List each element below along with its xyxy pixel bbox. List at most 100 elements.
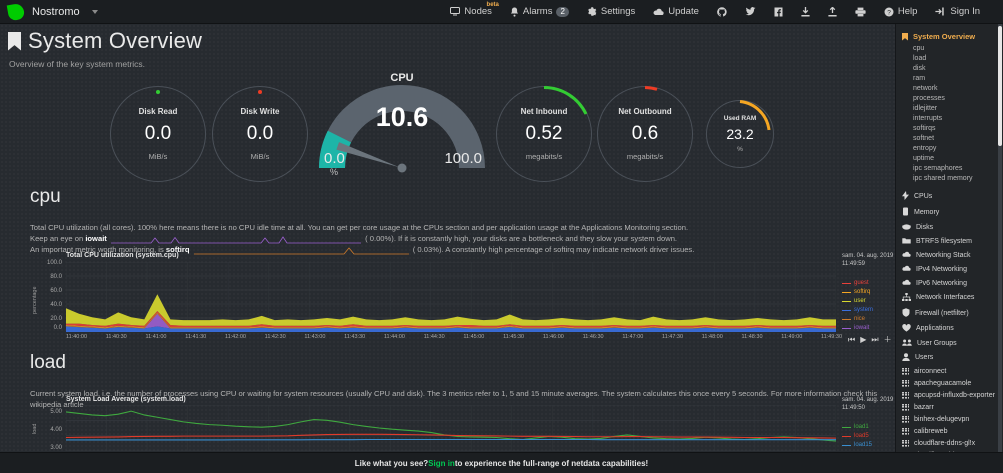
chart-xaxis: 11:40:00 11:40:30 11:41:00 11:41:30 11:42:00…	[66, 334, 842, 344]
sidebar-sub-item[interactable]: disk	[913, 64, 926, 72]
gauge-arc	[644, 86, 658, 91]
banner-pre: Like what you see?	[354, 458, 429, 468]
sidebar-item-cloudflare-ddns-gl-x[interactable]: cloudflare-ddns-gl!x	[896, 437, 1003, 449]
cpu-desc-line-1: Total CPU utilization (all cores). 100% …	[30, 223, 689, 232]
xtick: 11:43:00	[304, 334, 326, 340]
gauge-disk-write[interactable]: Disk Write 0.0 MiB/s	[212, 86, 308, 182]
sidebar-item-apacheguacamole[interactable]: apacheguacamole	[896, 377, 1003, 389]
sidebar-item-bazarr[interactable]: bazarr	[896, 401, 1003, 413]
brand[interactable]: Nostromo	[0, 2, 98, 21]
gauge-units: %	[737, 146, 743, 153]
nav-item-export[interactable]	[819, 0, 846, 24]
nav-item-settings[interactable]: Settings	[578, 0, 644, 24]
gauge-title: Used RAM	[723, 115, 757, 122]
sidebar-item-networking-stack[interactable]: Networking Stack	[896, 248, 1003, 262]
section-load: load Current system load, i.e. the numbe…	[30, 352, 890, 410]
play-icon[interactable]: ▶	[860, 335, 867, 344]
sidebar-sub-item[interactable]: softirqs	[913, 124, 936, 132]
gauge-net-outbound[interactable]: Net Outbound 0.6 megabits/s	[597, 86, 693, 182]
sidebar-sub-item[interactable]: cpu	[913, 44, 925, 52]
sidebar-sub-item[interactable]: ipc shared memory	[913, 174, 973, 182]
xtick: 11:42:30	[264, 334, 286, 340]
nav-item-signin[interactable]: Sign In	[926, 0, 989, 24]
sidebar-item-memory[interactable]: Memory	[896, 204, 1003, 220]
nav-item-print[interactable]	[846, 0, 875, 24]
sidebar-item-binhex-delugevpn[interactable]: binhex-delugevpn	[896, 413, 1003, 425]
sidebar-sub-items[interactable]: cpu load disk ram network processes idlejitter…	[896, 43, 1003, 183]
nav-item-update[interactable]: Update	[644, 0, 708, 24]
gauge-net-inbound[interactable]: Net Inbound 0.52 megabits/s	[496, 86, 592, 182]
xtick: 11:45:30	[503, 334, 525, 340]
sidebar-item-ipv4-networking[interactable]: IPv4 Networking	[896, 262, 1003, 276]
legend-date: sam. 04. aug. 2019	[842, 397, 894, 403]
sidebar-item-calibreweb[interactable]: calibreweb	[896, 425, 1003, 437]
sidebar-item-disks[interactable]: Disks	[896, 220, 1003, 234]
gauge-value: 0.0	[144, 123, 172, 144]
shield-icon	[902, 307, 910, 319]
sidebar-sub-item[interactable]: processes	[913, 94, 945, 102]
section-cpu: cpu Total CPU utilization (all cores). 1…	[30, 186, 890, 255]
sidebar-sub-item[interactable]: idlejitter	[913, 104, 938, 112]
skip-backward-icon[interactable]: ⏮	[848, 334, 856, 344]
sidebar-item-network-interfaces[interactable]: Network Interfaces	[896, 290, 1003, 305]
sidebar-sub-item[interactable]: softnet	[913, 134, 935, 142]
gauge-used-ram[interactable]: Used RAM 23.2 %	[706, 100, 774, 168]
sidebar-item-system-overview[interactable]: System Overview	[896, 30, 1003, 43]
gauge-units: megabits/s	[525, 152, 563, 161]
gauge-disk-read[interactable]: Disk Read 0.0 MiB/s	[110, 86, 206, 182]
legend-color-swatch	[842, 444, 851, 447]
chart-system-load[interactable]: System Load Average (system.load) load 5…	[30, 396, 928, 454]
sidebar-item-btrfs-filesystem[interactable]: BTRFS filesystem	[896, 234, 1003, 248]
chart-system-cpu[interactable]: Total CPU utilization (system.cpu) perce…	[30, 252, 928, 347]
users-icon	[902, 339, 912, 348]
bookmark-icon[interactable]	[8, 31, 21, 51]
legend-color-swatch	[842, 291, 851, 294]
status-dot	[156, 90, 160, 94]
banner-signin-link[interactable]: Sign in	[428, 458, 455, 468]
sidebar-sub-item[interactable]: interrupts	[913, 114, 943, 122]
nav-item-github[interactable]	[708, 0, 736, 24]
nav-item-nodes[interactable]: Nodes beta	[441, 0, 500, 24]
sidebar-scrollbar-track[interactable]	[998, 24, 1002, 473]
sidebar-item-firewall-netfilter[interactable]: Firewall (netfilter)	[896, 305, 1003, 321]
nav-item-twitter[interactable]	[736, 0, 765, 24]
sidebar-item-users[interactable]: Users	[896, 350, 1003, 365]
sidebar-scrollbar-thumb[interactable]	[998, 26, 1002, 146]
nav-label-settings: Settings	[600, 6, 636, 17]
chart-plot-area[interactable]	[66, 262, 836, 332]
sidebar-sub-item[interactable]: uptime	[913, 154, 935, 162]
skip-forward-icon[interactable]: ⏭	[871, 334, 879, 344]
nav-item-help[interactable]: ? Help	[875, 0, 927, 24]
right-sidebar[interactable]: System Overview cpu load disk ram network pro…	[895, 24, 1003, 473]
legend-series-name: guest	[854, 280, 869, 286]
nav-label-help: Help	[897, 6, 918, 17]
sidebar-item-airconnect[interactable]: airconnect	[896, 365, 1003, 377]
sidebar-item-label: User Groups	[917, 339, 957, 347]
gauge-cpu[interactable]: CPU 10.6 0.0 100.0 %	[318, 72, 486, 184]
page-title-text: System Overview	[28, 28, 203, 53]
chart-plot-area[interactable]	[66, 405, 836, 451]
sidebar-item-user-groups[interactable]: User Groups	[896, 336, 1003, 350]
sidebar-sub-item[interactable]: ram	[913, 74, 926, 82]
sidebar-sections[interactable]: CPUs Memory Disks BTRFS filesystem Networkin…	[896, 188, 1003, 365]
sidebar-item-cpus[interactable]: CPUs	[896, 188, 1003, 204]
gauge-units: megabits/s	[626, 152, 664, 161]
sidebar-item-label: Disks	[916, 223, 934, 231]
sidebar-item-apcupsd-influxdb-exporter[interactable]: apcupsd-influxdb-exporter	[896, 389, 1003, 401]
zoom-in-icon[interactable]: ＋	[883, 335, 892, 344]
nav-item-import[interactable]	[792, 0, 819, 24]
sidebar-sub-item[interactable]: load	[913, 54, 927, 62]
nav-label-signin: Sign In	[950, 6, 980, 17]
nav-item-facebook[interactable]	[765, 0, 792, 24]
sidebar-item-applications[interactable]: Applications	[896, 321, 1003, 336]
sidebar-containers[interactable]: airconnect apacheguacamole apcupsd-influxd…	[896, 365, 1003, 461]
sidebar-item-ipv6-networking[interactable]: IPv6 Networking	[896, 276, 1003, 290]
sidebar-sub-item[interactable]: network	[913, 84, 938, 92]
nav-item-alarms[interactable]: Alarms 2	[501, 0, 578, 24]
xtick: 11:41:00	[145, 334, 167, 340]
sidebar-sub-item[interactable]: ipc semaphores	[913, 164, 963, 172]
status-dot	[258, 90, 262, 94]
sidebar-sub-item[interactable]: entropy	[913, 144, 937, 152]
chevron-down-icon[interactable]	[91, 9, 98, 14]
grid-icon	[902, 403, 909, 411]
